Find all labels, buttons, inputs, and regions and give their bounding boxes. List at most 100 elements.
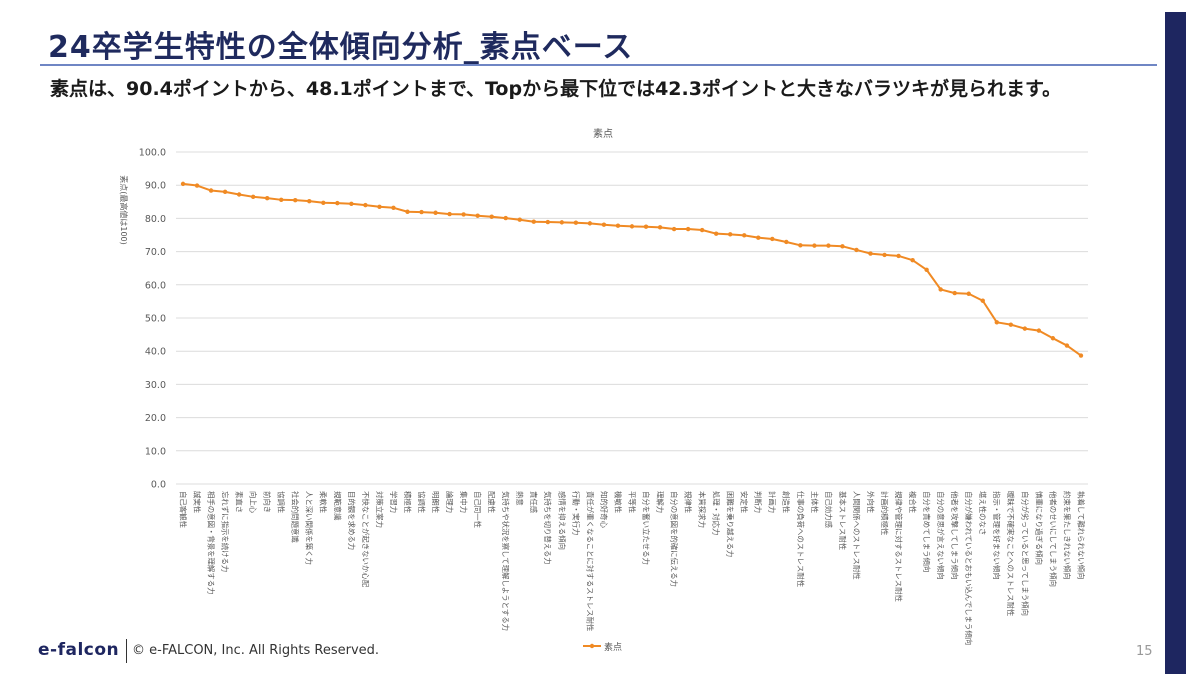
x-tick-label: 複合性	[908, 491, 917, 513]
x-tick-label: 処理・対応力	[712, 491, 721, 535]
x-tick-label: 素直さ	[235, 491, 244, 513]
x-tick-label: 基本ストレス耐性	[838, 491, 847, 550]
data-point	[180, 181, 186, 187]
x-tick-label: 自分が嫌われているとおもい込んでしまう傾向	[964, 491, 973, 645]
y-tick-label: 70.0	[145, 247, 166, 258]
data-point	[840, 244, 845, 249]
data-point	[1078, 353, 1084, 358]
data-point	[615, 223, 621, 228]
x-tick-label: 機敏性	[613, 491, 622, 513]
data-point	[1036, 328, 1042, 333]
x-tick-label: 対策立案力	[375, 491, 384, 528]
x-tick-label: 不快なことが起きないか心配	[361, 491, 370, 588]
data-point	[194, 183, 200, 188]
data-point	[910, 258, 915, 263]
x-tick-label: 他者を攻撃してしまう傾向	[950, 491, 959, 579]
data-point	[784, 239, 789, 245]
x-tick-label: 明朗性	[431, 491, 440, 513]
x-tick-label: 協調性	[277, 491, 286, 513]
x-tick-label: 自分を責めてしまう傾向	[922, 491, 931, 572]
data-point	[335, 200, 340, 206]
data-point	[1008, 322, 1014, 327]
data-point	[391, 205, 396, 210]
x-tick-label: 行動・実行力	[571, 491, 580, 535]
series-line	[182, 182, 1082, 357]
data-point	[236, 192, 242, 197]
y-tick-label: 0.0	[151, 480, 166, 491]
side-accent-bar	[1165, 12, 1186, 674]
page-number: 15	[1136, 644, 1153, 659]
x-tick-label: 主体性	[810, 491, 819, 513]
x-tick-label: 気持ちや状況を察して理解しようとする力	[501, 491, 510, 631]
x-tick-label: 相手の意図・背景を理解する力	[206, 491, 215, 594]
x-tick-label: 指示・管理を好まない傾向	[992, 491, 1001, 580]
data-point	[503, 215, 508, 221]
y-axis-label: 素点(最高値は100)	[119, 175, 129, 245]
data-point	[587, 221, 593, 226]
x-tick-label: 積極性	[403, 491, 412, 513]
data-point	[812, 243, 817, 248]
x-tick-label: 熱意	[515, 491, 524, 506]
x-tick-label: 自分の意思が言えない傾向	[936, 491, 945, 580]
data-point	[363, 202, 368, 208]
data-point	[601, 222, 607, 227]
data-point	[924, 267, 929, 273]
data-point	[419, 209, 424, 215]
data-point	[489, 214, 494, 219]
data-point	[545, 219, 551, 225]
data-point	[994, 320, 999, 325]
data-point	[475, 213, 480, 218]
chart-legend: 素点	[583, 641, 622, 653]
x-tick-label: 自己客観性	[178, 491, 187, 528]
x-tick-label: 規範意識	[333, 491, 342, 521]
x-tick-label: 人間関係へのストレス耐性	[852, 491, 861, 580]
data-point	[770, 236, 775, 242]
chart-series	[180, 181, 1084, 358]
x-tick-label: 向上心	[249, 491, 258, 514]
y-axis-ticks: 0.0 10.0 20.0 30.0 40.0 50.0 60.0 70.0 80.0 90.0 1…	[139, 148, 166, 491]
x-tick-label: 理解力	[655, 491, 664, 513]
slide-subtitle: 素点は、90.4ポイントから、48.1ポイントまで、Topから最下位では42.3…	[50, 78, 1062, 100]
data-point	[461, 212, 466, 217]
footer-divider	[126, 639, 127, 663]
data-point	[1050, 336, 1056, 341]
x-tick-label: 自分が劣っていると思ってしまう傾向	[1020, 491, 1029, 616]
x-tick-label: 目的観を求める力	[347, 491, 356, 550]
x-tick-label: 前向き	[263, 491, 272, 513]
x-tick-label: 平等性	[627, 491, 636, 513]
x-tick-label: 忘れずに指示を続ける力	[221, 491, 230, 572]
legend-label: 素点	[604, 641, 622, 653]
x-tick-label: 気持ちを切り替える力	[543, 491, 552, 565]
copyright-text: © e-FALCON, Inc. All Rights Reserved.	[132, 643, 380, 658]
x-tick-label: 判断力	[754, 491, 763, 513]
y-tick-label: 40.0	[145, 347, 166, 358]
data-point	[265, 195, 270, 201]
x-axis-ticks: 自己客観性 誠実性 相手の意図・背景を理解する力 忘れずに指示を続ける力 素直さ 向上心前…	[178, 491, 1085, 645]
data-point	[293, 197, 298, 203]
data-point	[742, 233, 747, 238]
y-tick-label: 50.0	[145, 314, 166, 325]
y-tick-label: 60.0	[145, 280, 166, 291]
x-tick-label: 執着して離れられない傾向	[1076, 491, 1085, 579]
x-tick-label: 安定性	[740, 491, 749, 513]
data-point	[222, 189, 228, 195]
data-point	[896, 253, 901, 259]
chart-gridlines	[176, 151, 1088, 485]
data-point	[952, 290, 957, 296]
x-tick-label: 慎重になり過ぎる傾向	[1034, 491, 1043, 565]
company-logo: e-falcon	[38, 640, 120, 660]
x-tick-label: 自分の意図を的確に伝える力	[669, 491, 678, 587]
data-point	[643, 224, 649, 229]
x-tick-label: 責任感	[529, 491, 538, 514]
x-tick-label: 配慮性	[487, 491, 496, 513]
data-point	[349, 201, 354, 206]
y-tick-label: 100.0	[139, 148, 166, 159]
x-tick-label: 規律性	[684, 491, 693, 513]
data-point	[699, 227, 705, 233]
data-point	[573, 220, 579, 225]
x-tick-label: 学習力	[389, 491, 398, 513]
x-tick-label: 感情を抑える傾向	[557, 491, 566, 550]
data-point	[868, 251, 873, 256]
x-tick-label: 協調性	[417, 491, 426, 513]
data-point	[559, 220, 565, 225]
